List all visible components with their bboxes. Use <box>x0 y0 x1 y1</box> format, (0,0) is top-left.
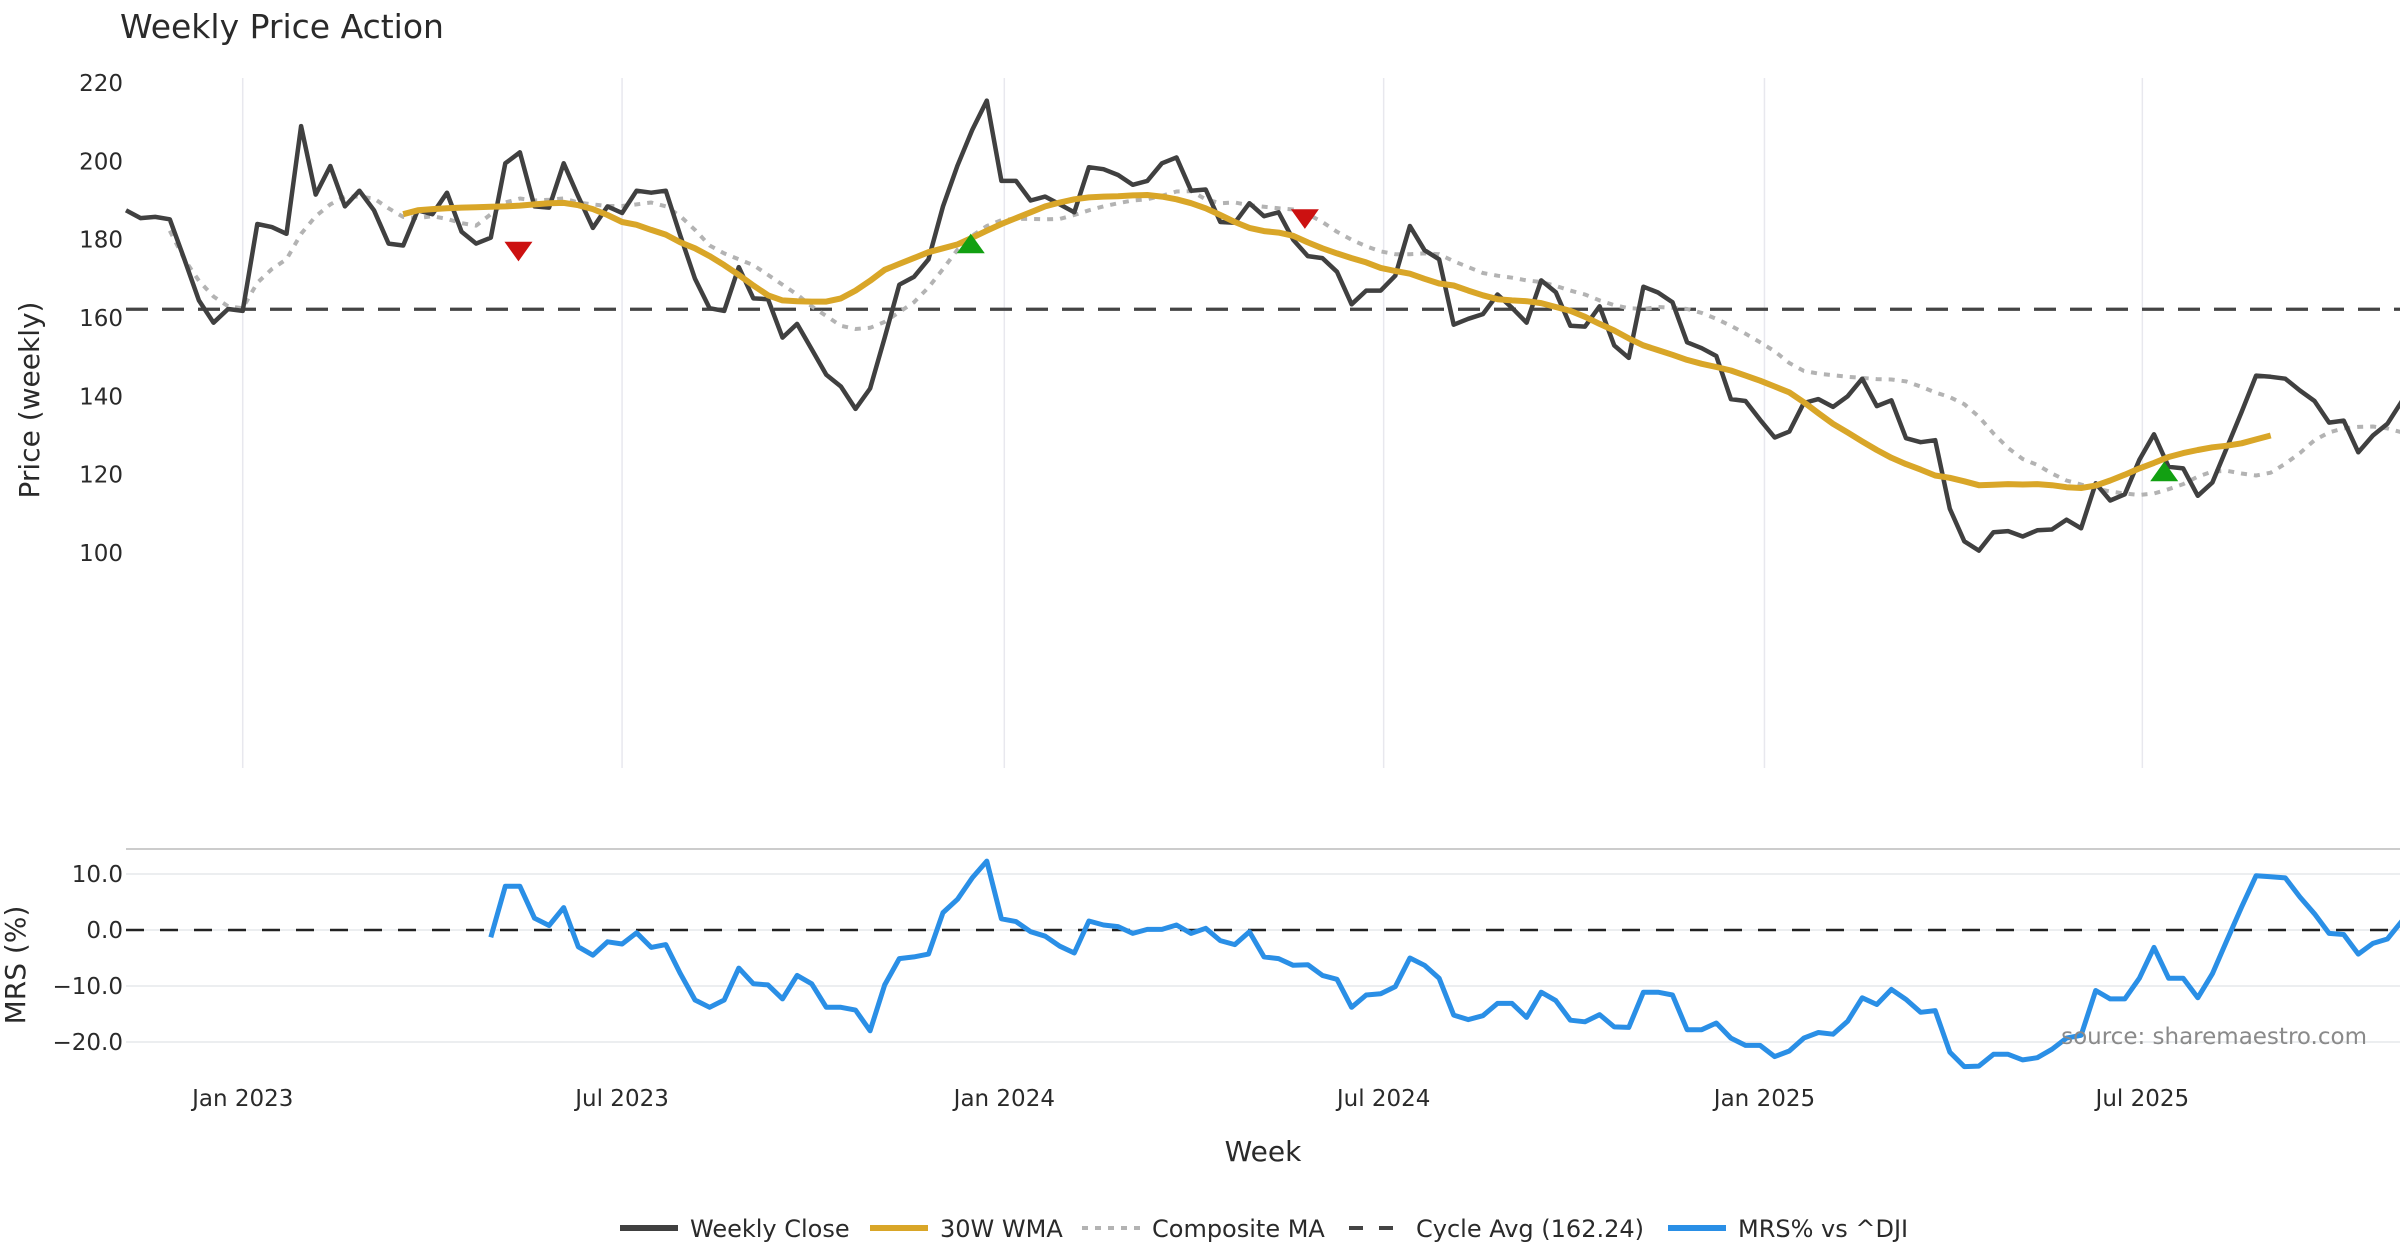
legend-label: Weekly Close <box>690 1215 850 1243</box>
x-tick-label: Jul 2024 <box>1335 1086 1431 1112</box>
source-annotation: source: sharemaestro.com <box>2061 1024 2367 1050</box>
y-tick-label: 100 <box>79 541 123 567</box>
y-tick-label: 140 <box>79 384 123 410</box>
buy-signal-marker <box>956 233 985 254</box>
x-tick-label: Jan 2025 <box>1712 1086 1815 1112</box>
composite-ma-line <box>168 189 2400 497</box>
signal-markers <box>504 209 2179 482</box>
x-tick-label: Jan 2023 <box>190 1086 293 1112</box>
mrs-line <box>488 858 2400 1070</box>
sell-signal-marker <box>1290 209 1319 229</box>
legend-item: 30W WMA <box>870 1215 1063 1243</box>
x-axis-ticks: Jan 2023 Jul 2023 Jan 2024 Jul 2024 Jan 2025… <box>190 1086 2189 1112</box>
legend: Weekly Close 30W WMA Composite MA Cycle Avg… <box>620 1215 1908 1243</box>
legend-item: Cycle Avg (162.24) <box>1349 1215 1644 1243</box>
mrs-y-tick-label: −10.0 <box>53 974 123 1000</box>
x-tick-label: Jul 2023 <box>573 1086 669 1112</box>
30w-wma-line <box>402 192 2272 491</box>
mrs-y-tick-label: 10.0 <box>72 862 123 888</box>
y-tick-label: 160 <box>79 306 123 332</box>
y-tick-label: 220 <box>79 71 123 97</box>
legend-label: Cycle Avg (162.24) <box>1416 1215 1644 1243</box>
y-tick-label: 120 <box>79 463 123 489</box>
mrs-y-tick-label: 0.0 <box>86 918 123 944</box>
weekly-close-line <box>124 98 2400 553</box>
legend-item: MRS% vs ^DJI <box>1668 1215 1908 1243</box>
chart-title: Weekly Price Action <box>120 7 444 46</box>
price-y-ticks: 100 120 140 160 180 200 220 <box>79 71 123 567</box>
mrs-y-tick-label: −20.0 <box>53 1030 123 1056</box>
legend-label: Composite MA <box>1152 1215 1325 1243</box>
x-tick-label: Jul 2025 <box>2094 1086 2190 1112</box>
legend-item: Composite MA <box>1082 1215 1325 1243</box>
y-tick-label: 180 <box>79 228 123 254</box>
legend-label: MRS% vs ^DJI <box>1738 1215 1908 1243</box>
price-y-axis-label: Price (weekly) <box>13 302 46 499</box>
buy-signal-marker <box>2150 461 2179 482</box>
price-series <box>124 98 2400 553</box>
mrs-series <box>488 858 2400 1070</box>
legend-label: 30W WMA <box>940 1215 1063 1243</box>
x-tick-label: Jan 2024 <box>952 1086 1055 1112</box>
mrs-y-axis-label: MRS (%) <box>0 906 32 1025</box>
y-tick-label: 200 <box>79 149 123 175</box>
x-axis-label: Week <box>1225 1135 1302 1168</box>
sell-signal-marker <box>504 241 533 262</box>
legend-item: Weekly Close <box>620 1215 850 1243</box>
mrs-y-ticks: 10.0 0.0 −10.0 −20.0 <box>53 862 123 1056</box>
